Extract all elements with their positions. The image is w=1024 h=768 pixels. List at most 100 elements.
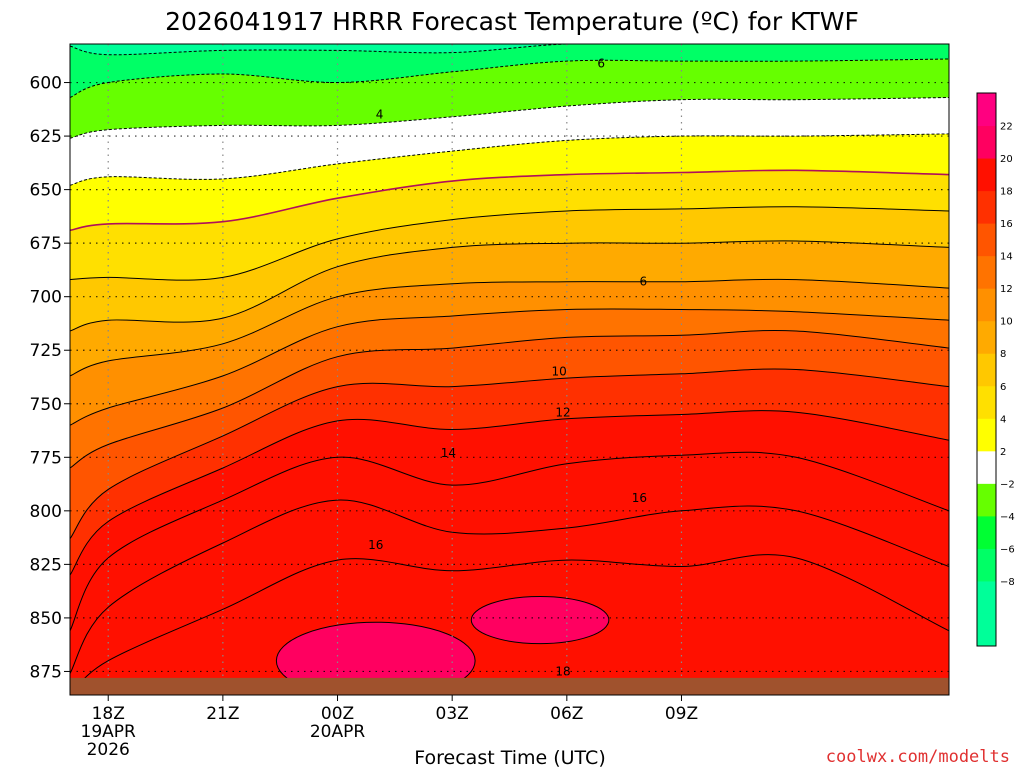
y-tick-label: 800 [30, 502, 62, 522]
colorbar-label: 4 [1000, 414, 1006, 425]
isotherm-line [70, 554, 949, 695]
isotherm-line [70, 329, 949, 469]
ground-fill [70, 677, 949, 695]
x-tick-label: 00Z [321, 704, 354, 724]
colorbar-segment [977, 255, 996, 289]
credit-link[interactable]: coolwx.com/modelts [826, 747, 1010, 767]
colorbar-segment [977, 190, 996, 224]
colorbar-label: 2 [1000, 447, 1006, 458]
contour-labels: 6 4 6 10 12 14 16 16 18 [368, 56, 647, 678]
colorbar-segment [977, 320, 996, 354]
grid-lines [70, 44, 949, 695]
chart-title: 2026041917 HRRR Forecast Temperature (ºC… [165, 7, 859, 36]
isotherm-line [70, 133, 949, 186]
y-tick-label: 775 [30, 448, 62, 468]
plot-frame [69, 43, 950, 696]
band-6 [70, 240, 949, 376]
colorbar-frame [976, 92, 997, 647]
y-tick-label: 750 [30, 395, 62, 415]
colorbar-label: 6 [1000, 382, 1006, 393]
isotherm-line [70, 368, 949, 540]
band-2 [70, 97, 949, 186]
colorbar-segment [977, 288, 996, 322]
y-tick-label: 850 [30, 609, 62, 629]
contour-label: 12 [555, 405, 570, 419]
x-tick-label: 09Z [665, 704, 698, 724]
colorbar-label: −4 [1000, 512, 1015, 523]
y-tick-label: 600 [30, 74, 62, 94]
x-tick-label: 21Z [206, 704, 239, 724]
colorbar-label: −8 [1000, 577, 1015, 588]
band-11 [70, 410, 949, 631]
isotherm-lines [70, 44, 949, 695]
colorbar-label: 18 [1000, 187, 1013, 198]
colorbar-segment [977, 548, 996, 582]
band-10 [70, 368, 949, 576]
band-4 [70, 170, 949, 281]
isotherm-line [70, 499, 949, 674]
colorbar-segment [977, 353, 996, 387]
y-tick-label: 825 [30, 555, 62, 575]
colorbar: −8 −6 −4 −2 2 4 6 8 10 12 14 16 18 20 22 [976, 92, 1015, 647]
band-5 [70, 206, 949, 331]
colorbar-segment [977, 223, 996, 257]
colorbar-label: 20 [1000, 154, 1013, 165]
isotherm-line [70, 278, 949, 377]
contour-label: 16 [368, 538, 383, 552]
temperature-bands [70, 44, 949, 695]
isotherm-line [70, 58, 949, 98]
x-axis-title: Forecast Time (UTC) [414, 747, 605, 768]
warm-core-0 [275, 621, 476, 695]
contour-label: 4 [376, 108, 384, 122]
band-8 [70, 308, 949, 468]
colorbar-segment [977, 450, 996, 484]
colorbar-label: 10 [1000, 317, 1013, 328]
band-1 [70, 59, 949, 139]
colorbar-segment [977, 158, 996, 192]
colorbar-label: 14 [1000, 252, 1013, 263]
colorbar-segment [977, 93, 996, 127]
ground-layer [70, 677, 949, 695]
band-3 [70, 133, 949, 231]
isotherm-line [70, 451, 949, 632]
y-tick-label: 700 [30, 288, 62, 308]
x-tick-label: 18Z [92, 704, 125, 724]
x-tick-label: 2026 [87, 740, 130, 760]
contour-label: 18 [555, 664, 570, 678]
colorbar-label: 8 [1000, 349, 1006, 360]
x-tick-label: 03Z [436, 704, 469, 724]
x-tick-label: 20APR [310, 722, 366, 742]
colorbar-segment [977, 125, 996, 159]
contour-label: 6 [639, 275, 647, 289]
band-12 [70, 452, 949, 674]
colorbar-segment [977, 418, 996, 452]
colorbar-label: 12 [1000, 284, 1013, 295]
x-tick-label: 19APR [81, 722, 137, 742]
isotherm-line [70, 240, 949, 332]
band-13 [70, 500, 949, 695]
y-tick-label: 625 [30, 127, 62, 147]
contour-label: 10 [552, 365, 567, 379]
colorbar-segment [977, 483, 996, 517]
colorbar-segment [977, 613, 996, 647]
colorbar-segment [977, 580, 996, 614]
y-tick-label: 725 [30, 341, 62, 361]
contour-label: 6 [597, 56, 605, 70]
colorbar-label: 16 [1000, 219, 1013, 230]
isotherm-line [70, 206, 949, 281]
colorbar-segment [977, 385, 996, 419]
warm-core-1 [470, 595, 610, 645]
band-9 [70, 330, 949, 539]
y-tick-label: 875 [30, 662, 62, 682]
y-axis: 600 625 650 675 700 725 750 775 800 825 850 875 [30, 74, 70, 682]
isotherm-line [70, 169, 949, 232]
y-tick-label: 650 [30, 181, 62, 201]
colorbar-label: −6 [1000, 544, 1015, 555]
colorbar-segment [977, 515, 996, 549]
isotherm-line [70, 308, 949, 426]
contour-label: 16 [632, 491, 647, 505]
colorbar-label: 22 [1000, 122, 1013, 133]
band-0 [70, 44, 949, 98]
